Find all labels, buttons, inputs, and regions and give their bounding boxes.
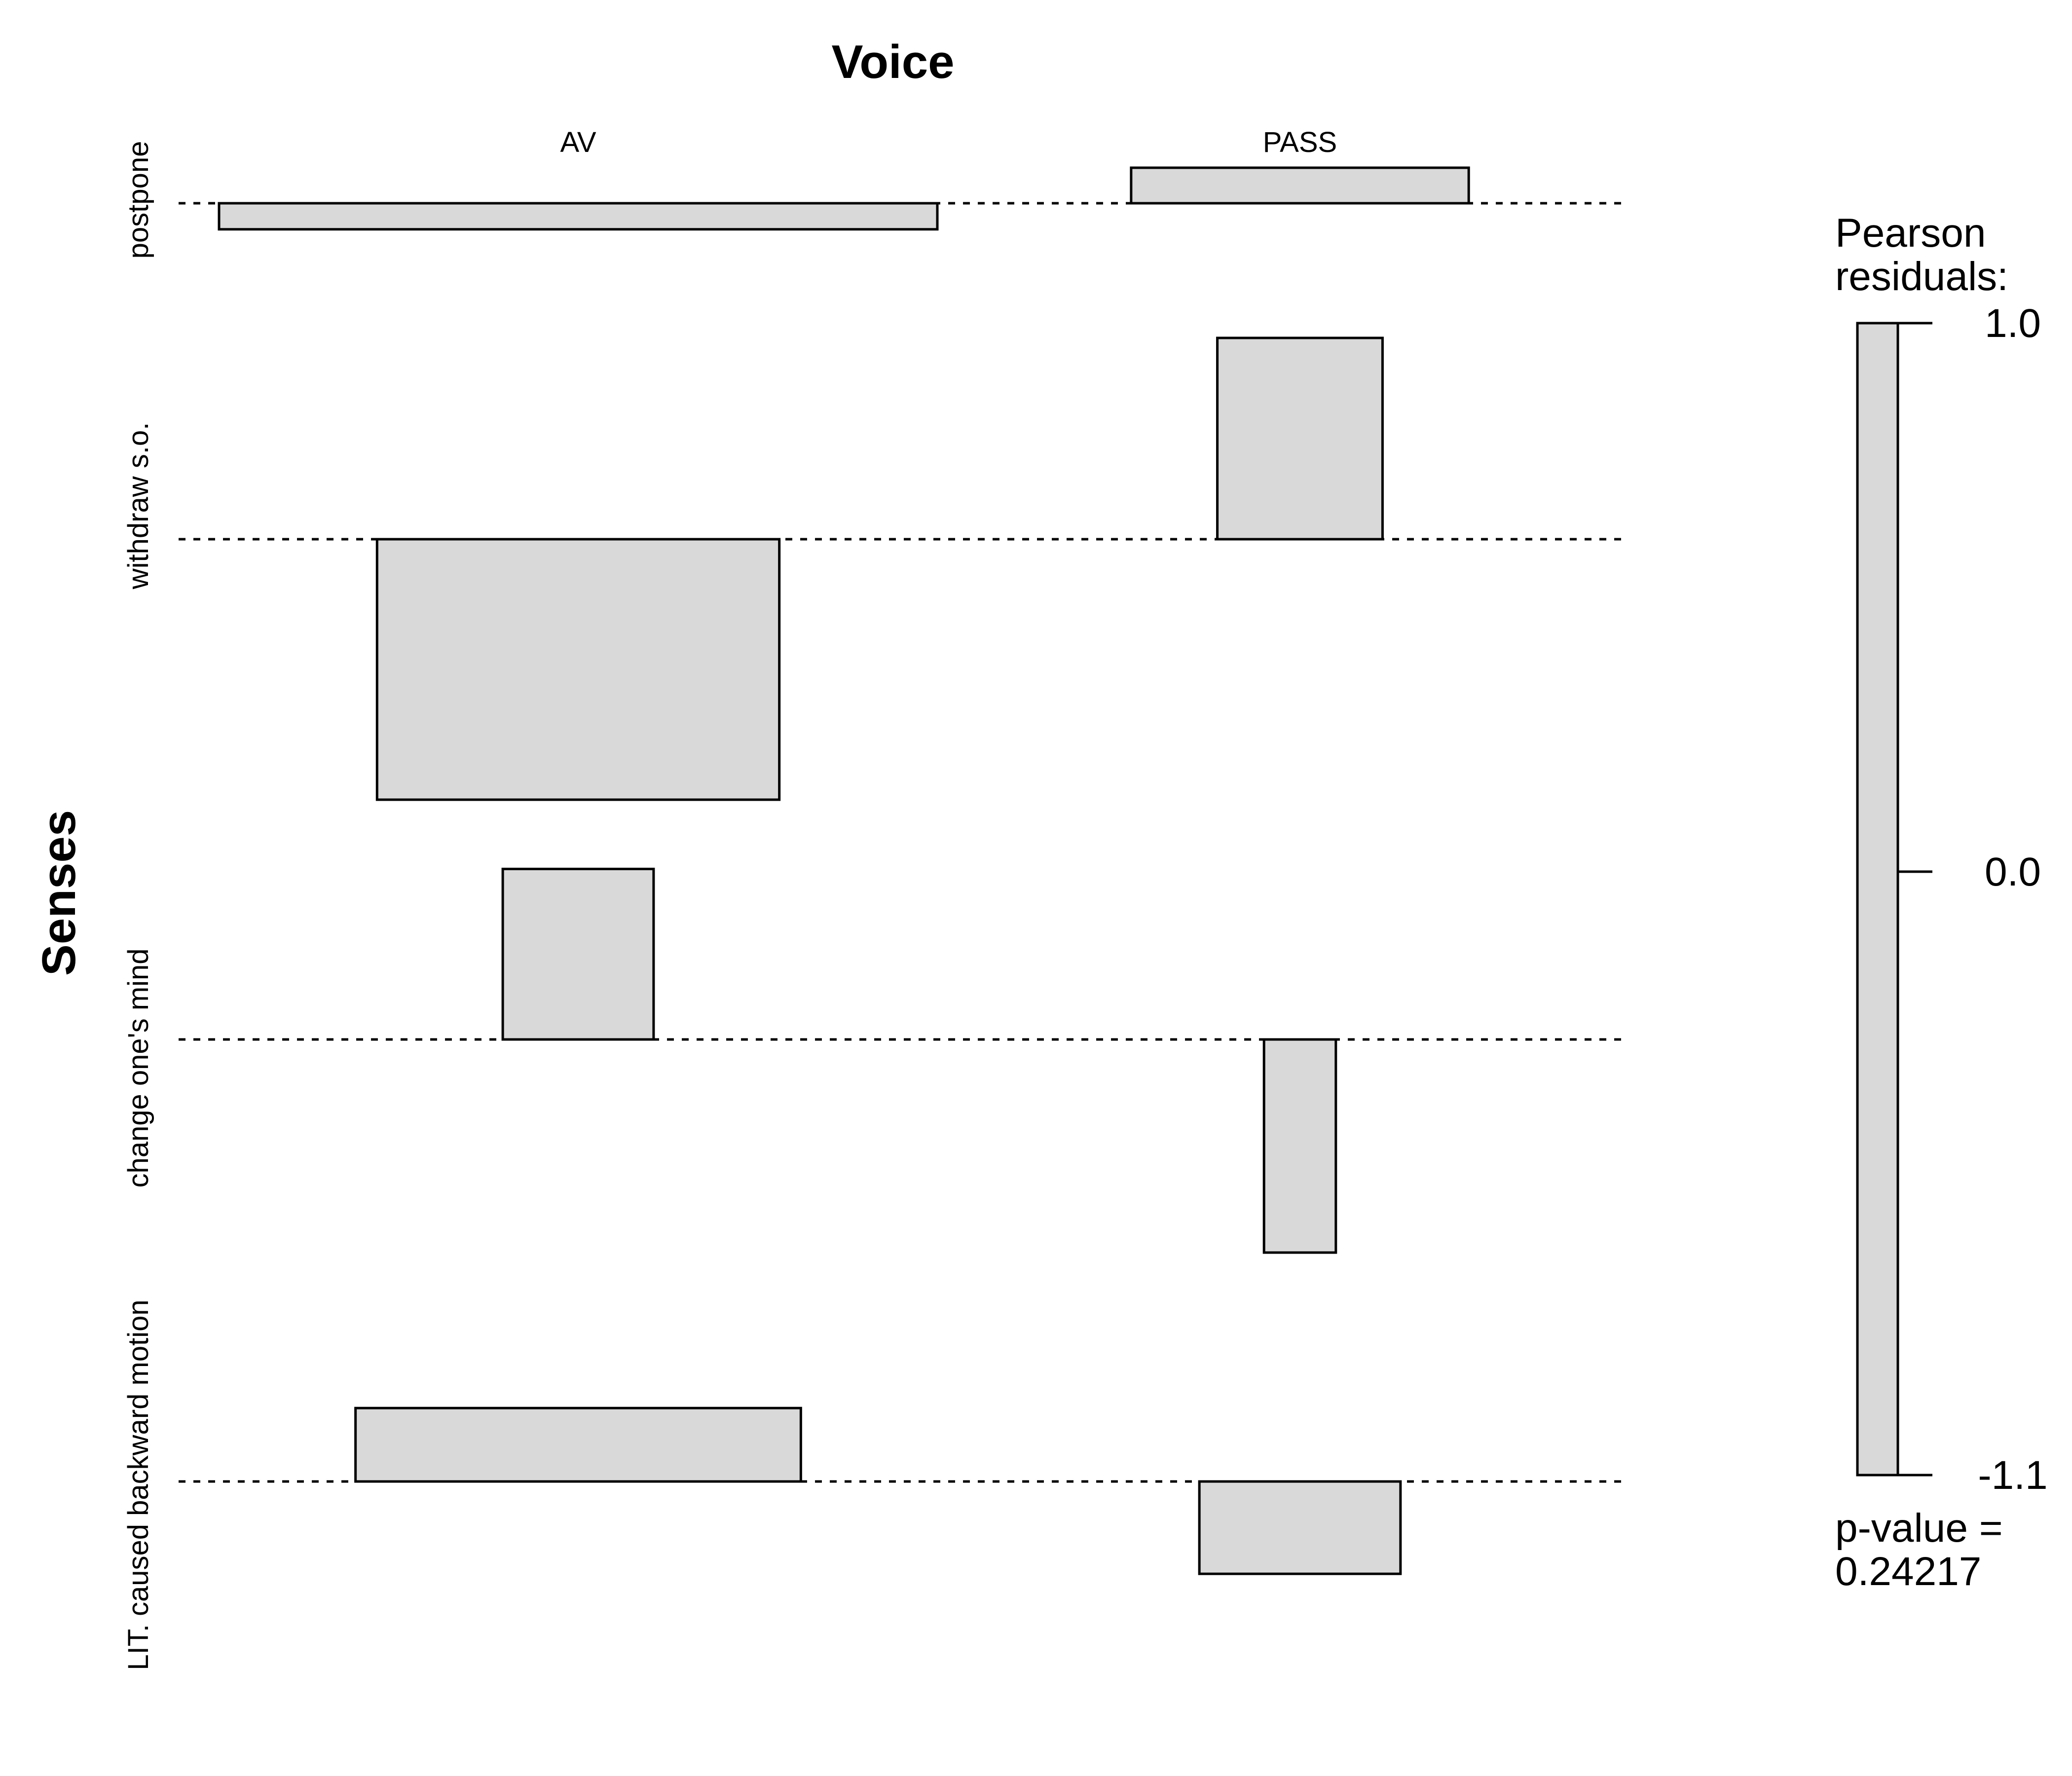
legend-tick-label: 1.0 [1985, 301, 2041, 346]
row-label-change-one-s-mind: change one's mind [122, 948, 154, 1187]
cell-withdraw-s-o-av [375, 538, 781, 801]
column-label-pass: PASS [1263, 126, 1337, 158]
chart-title: Voice [832, 36, 955, 88]
legend-color-bar [1856, 322, 1899, 1477]
legend-title-line-1: Pearson [1835, 211, 1986, 256]
legend-tick-label: 0.0 [1985, 850, 2041, 894]
cell-postpone-pass [1130, 166, 1470, 205]
legend-title-line-2: residuals: [1835, 254, 2008, 299]
cell-withdraw-s-o-pass [1216, 336, 1384, 541]
p-value-line-1: p-value = [1835, 1506, 2003, 1551]
cell-change-one-s-mind-av [501, 867, 655, 1041]
p-value-line-2: 0.24217 [1835, 1549, 1981, 1594]
row-label-postpone: postpone [122, 141, 154, 259]
legend-tick-label: -1.1 [1978, 1453, 2047, 1498]
cell-change-one-s-mind-pass [1262, 1038, 1337, 1254]
y-axis-label: Senses [33, 810, 85, 976]
cell-lit-caused-backward-motion-pass [1198, 1480, 1402, 1575]
column-label-av: AV [560, 126, 596, 158]
plot-area: AV PASS postpone withdraw s.o. change one's … [122, 126, 1623, 1670]
cell-postpone-av [218, 202, 939, 231]
row-label-lit-caused-backward-motion: LIT. caused backward motion [122, 1299, 154, 1670]
row-label-withdraw-s-o: withdraw s.o. [122, 422, 154, 590]
cell-lit-caused-backward-motion-av [354, 1406, 802, 1483]
